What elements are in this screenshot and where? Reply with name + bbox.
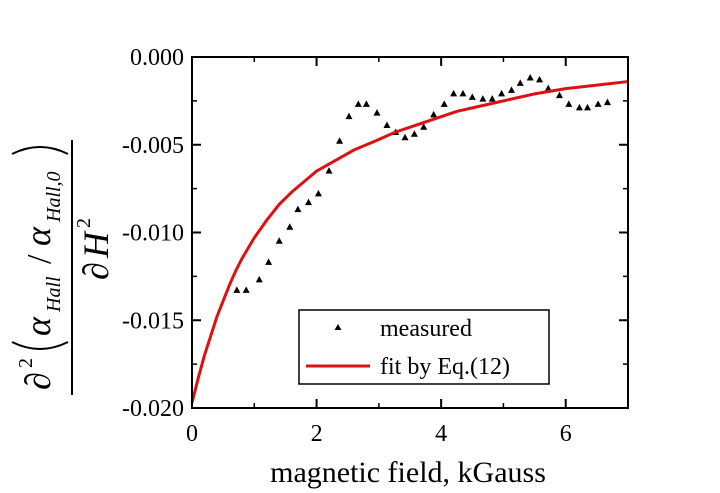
y-label-right-paren [11, 146, 69, 155]
measured-point [544, 84, 552, 92]
y-label-numerator: ∂ 2 α Hall / α Hall,0 [11, 146, 69, 390]
y-label-denominator-h: H [76, 230, 116, 259]
measured-point [286, 223, 294, 230]
legend-label-measured: measured [380, 316, 472, 342]
y-tick-label: -0.005 [122, 133, 184, 159]
measured-point [430, 110, 438, 118]
x-tick-label: 0 [186, 421, 198, 447]
measured-point [354, 100, 362, 107]
measured-point [603, 98, 611, 106]
measured-point [440, 100, 448, 107]
measured-point [420, 123, 428, 130]
y-label-partial: ∂ [18, 372, 58, 390]
measured-point [304, 198, 312, 206]
measured-point [459, 89, 467, 97]
y-label-denominator-partial: ∂ [76, 262, 116, 280]
measured-point [575, 103, 583, 111]
y-label-denominator: ∂ H 2 [73, 218, 116, 280]
measured-point [594, 100, 602, 107]
x-axis-label: magnetic field, kGauss [270, 456, 546, 489]
measured-point [526, 74, 534, 81]
measured-point [516, 79, 524, 86]
measured-point [555, 91, 563, 99]
x-tick-label: 6 [560, 421, 572, 447]
measured-point [584, 103, 592, 111]
y-label-slash: / [21, 254, 58, 264]
y-label-alpha-hall0: α [18, 226, 58, 246]
x-tick-label: 2 [311, 421, 323, 447]
y-label-alpha-hall: α [18, 316, 58, 336]
measured-point [536, 75, 544, 83]
measured-point [479, 95, 487, 102]
y-tick-label: -0.010 [122, 221, 184, 247]
measured-point [373, 109, 381, 116]
measured-point [314, 189, 322, 197]
y-tick-label: 0.000 [130, 45, 184, 71]
fit-curve [190, 80, 629, 404]
y-tick-label: -0.015 [122, 308, 184, 334]
y-axis-label: ∂ 2 α Hall / α Hall,0 ∂ H 2 [11, 140, 116, 395]
measured-point [294, 205, 302, 213]
measured-point [325, 167, 333, 174]
legend: measured fit by Eq.(12) [298, 309, 550, 385]
series-layer [190, 74, 629, 404]
x-tick-label: 4 [435, 421, 447, 447]
measured-point [498, 89, 506, 97]
measured-point [362, 100, 370, 107]
legend-label-fit: fit by Eq.(12) [380, 354, 510, 380]
measured-point [242, 286, 250, 293]
legend-marker-measured [334, 324, 342, 330]
measured-point [275, 237, 283, 244]
measured-point [450, 89, 458, 97]
y-label-hall0-subscript: Hall,0 [43, 171, 65, 223]
ticks-layer: 0 2 4 6 0.000 -0.005 -0.010 -0.015 -0.020 [122, 45, 628, 447]
measured-point [410, 130, 418, 137]
legend-box [298, 309, 550, 385]
measured-point [265, 258, 273, 265]
measured-point [468, 93, 476, 100]
measured-point [565, 100, 573, 107]
measured-point [508, 86, 516, 93]
measured-point [383, 121, 391, 128]
measured-point [255, 275, 263, 283]
y-label-denominator-power: 2 [73, 218, 95, 228]
measured-point [488, 95, 496, 102]
measured-point [336, 137, 344, 144]
y-label-left-paren [11, 341, 69, 350]
y-label-hall-subscript: Hall [43, 276, 65, 313]
y-tick-label: -0.020 [122, 396, 184, 422]
y-label-power: 2 [15, 358, 37, 368]
measured-point [233, 286, 241, 293]
measured-point [345, 112, 353, 120]
measured-point [401, 133, 409, 141]
